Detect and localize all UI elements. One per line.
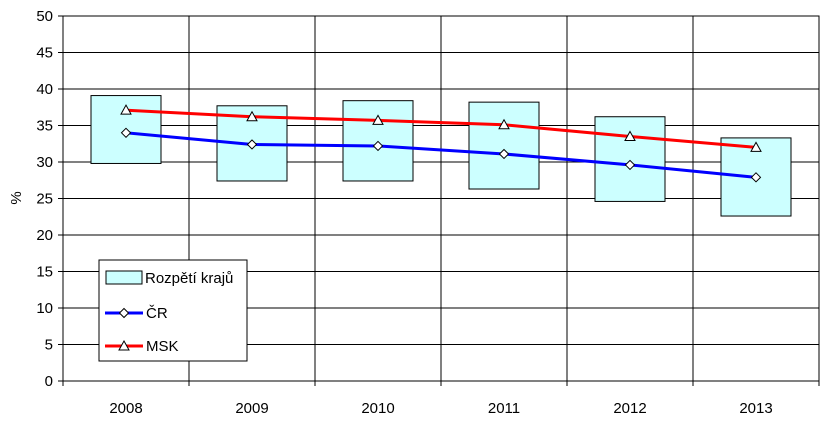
x-tick-label: 2008 xyxy=(109,400,142,417)
series-line-msk xyxy=(125,108,757,149)
y-tick-label: 25 xyxy=(36,191,53,208)
data-point-msk xyxy=(246,110,258,122)
y-tick-label: 15 xyxy=(36,264,53,281)
data-point-msk xyxy=(498,118,510,130)
data-point--r xyxy=(624,159,636,171)
legend-marker-msk xyxy=(118,339,130,351)
range-box xyxy=(468,101,540,190)
y-tick-label: 30 xyxy=(36,154,53,171)
data-point-msk xyxy=(750,141,762,152)
data-point--r xyxy=(246,139,258,150)
x-tick-label: 2013 xyxy=(739,400,772,417)
data-point-msk xyxy=(372,114,384,125)
legend-label-msk: MSK xyxy=(146,338,179,355)
legend-label--r: ČR xyxy=(146,305,168,322)
series-line--r xyxy=(125,131,757,179)
data-point-msk xyxy=(120,104,132,115)
x-tick-label: 2009 xyxy=(235,400,268,417)
y-tick-label: 0 xyxy=(45,373,53,390)
data-point-msk xyxy=(624,130,636,141)
range-box xyxy=(594,116,666,202)
y-tick-label: 5 xyxy=(45,337,53,354)
data-point--r xyxy=(120,127,132,139)
data-point--r xyxy=(498,148,510,160)
legend-marker--r xyxy=(118,307,130,319)
legend-label-range: Rozpětí krajů xyxy=(145,270,233,287)
y-tick-label: 50 xyxy=(36,8,53,25)
x-tick-label: 2012 xyxy=(613,400,646,417)
data-point--r xyxy=(372,140,384,152)
x-tick-label: 2010 xyxy=(361,400,394,417)
y-tick-label: 45 xyxy=(36,45,53,62)
axes: 0 5 10 15 20 25 30 35 40 45 50 2008 2009 2010 2011 2012… xyxy=(36,8,820,417)
y-tick-label: 10 xyxy=(36,300,53,317)
legend: Rozpětí krajů ČR MSK xyxy=(98,259,248,362)
y-tick-label: 20 xyxy=(36,227,53,244)
y-axis-title: % xyxy=(8,191,25,204)
y-tick-label: 40 xyxy=(36,81,53,98)
series-lines xyxy=(120,104,762,183)
y-tick-label: 35 xyxy=(36,118,53,135)
legend-swatch-range xyxy=(105,270,143,285)
x-tick-label: 2011 xyxy=(488,400,520,417)
data-point--r xyxy=(750,172,762,183)
